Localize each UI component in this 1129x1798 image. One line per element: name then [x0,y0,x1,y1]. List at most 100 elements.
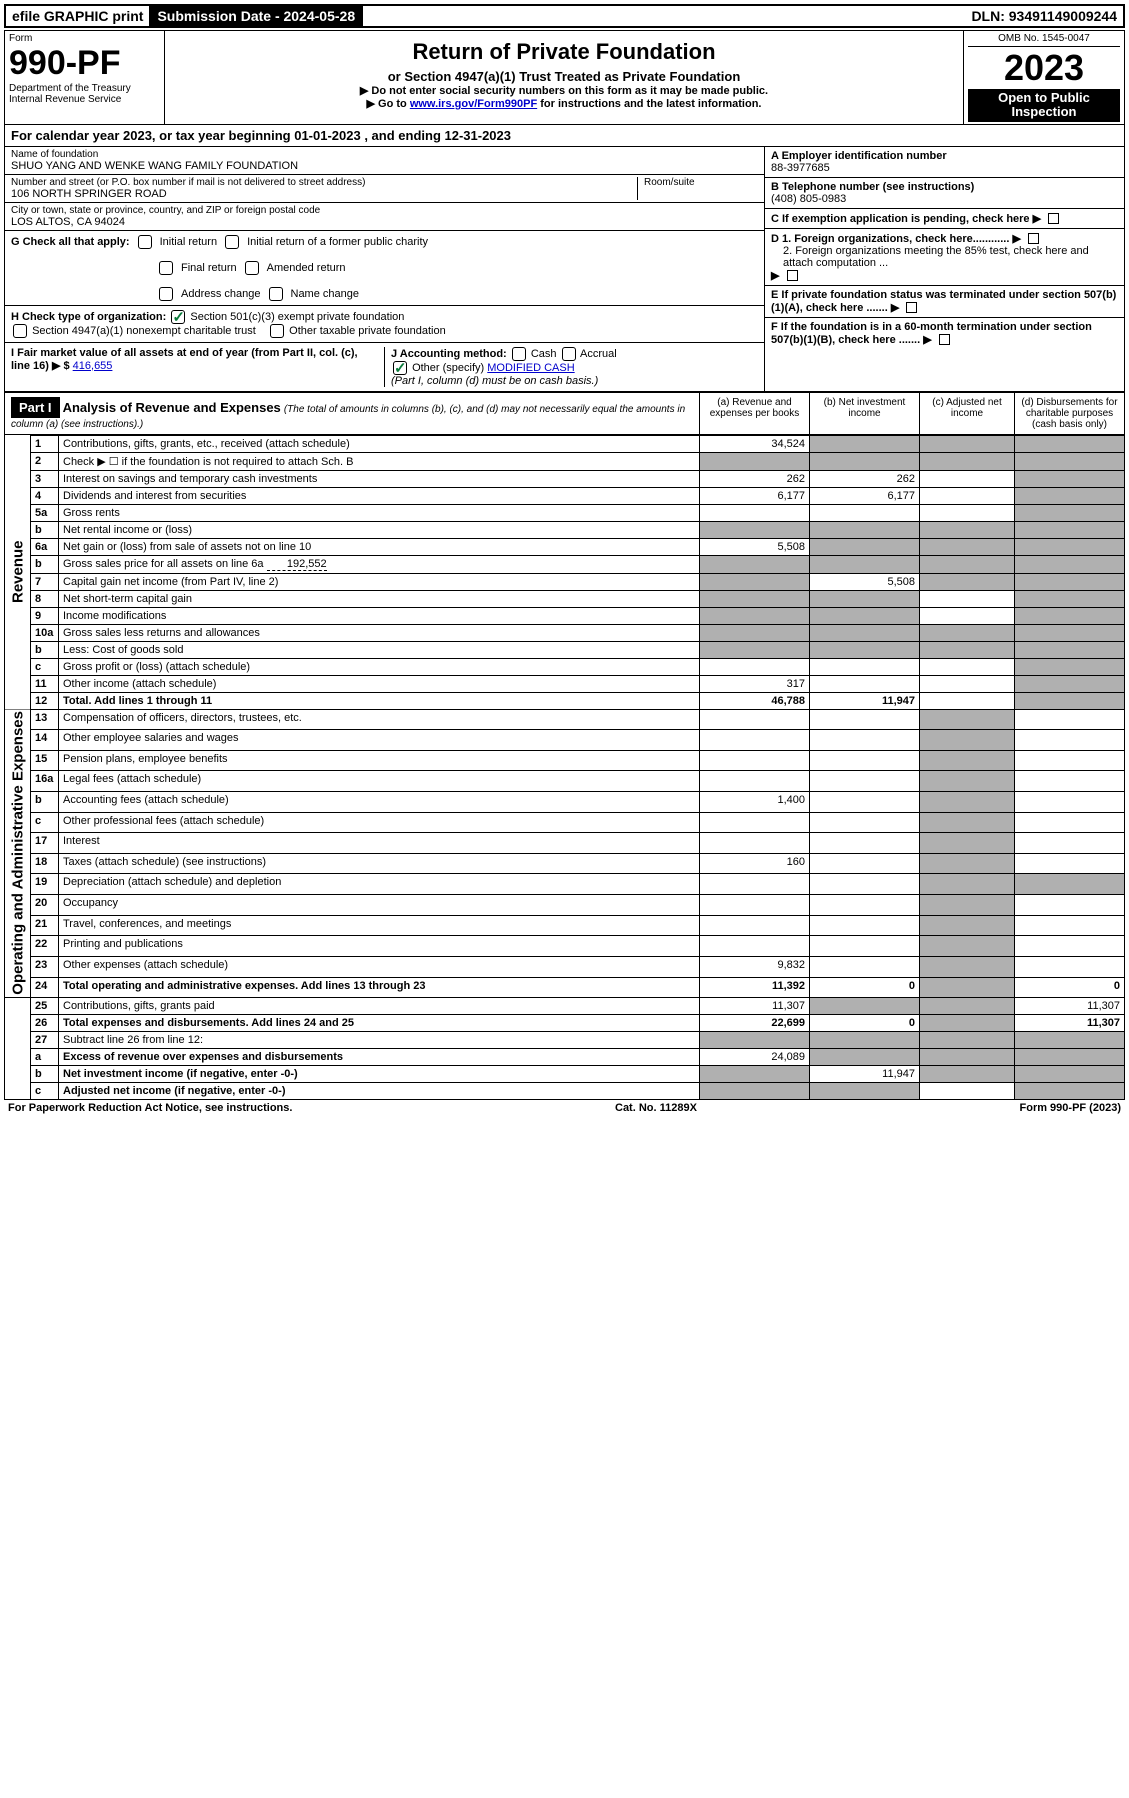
f-checkbox[interactable] [939,334,950,345]
room-label: Room/suite [644,177,758,188]
footer-right: Form 990-PF (2023) [1020,1102,1121,1114]
foundation-name: SHUO YANG AND WENKE WANG FAMILY FOUNDATI… [11,160,758,172]
ein: 88-3977685 [771,162,830,174]
entity-info: Name of foundation SHUO YANG AND WENKE W… [4,147,1125,392]
h-opt1: Section 501(c)(3) exempt private foundat… [190,311,404,323]
final-return-checkbox[interactable] [159,261,173,275]
table-row: 24Total operating and administrative exp… [5,977,1125,998]
col-a-header: (a) Revenue and expenses per books [699,393,809,434]
j-label: J Accounting method: [391,348,507,360]
table-row: 11 Other income (attach schedule) 317 [5,675,1125,692]
table-row: 17Interest [5,833,1125,854]
city-label: City or town, state or province, country… [11,205,758,216]
table-row: 12 Total. Add lines 1 through 11 46,788 … [5,692,1125,709]
j-accrual-checkbox[interactable] [562,347,576,361]
j-note: (Part I, column (d) must be on cash basi… [391,375,598,387]
g-address: Address change [181,288,261,300]
table-row: 10a Gross sales less returns and allowan… [5,624,1125,641]
part1-badge: Part I [11,397,60,418]
table-row: 9 Income modifications [5,607,1125,624]
footer-left: For Paperwork Reduction Act Notice, see … [8,1102,292,1114]
calendar-year-row: For calendar year 2023, or tax year begi… [4,125,1125,147]
h-501c3-checkbox[interactable] [171,310,185,324]
d2-label: 2. Foreign organizations meeting the 85%… [771,245,1118,269]
table-row: Operating and Administrative Expenses 13… [5,709,1125,730]
table-row: bAccounting fees (attach schedule)1,400 [5,792,1125,813]
city-state-zip: LOS ALTOS, CA 94024 [11,216,758,228]
f-label: F If the foundation is in a 60-month ter… [771,321,1092,346]
table-row: 25Contributions, gifts, grants paid11,30… [5,998,1125,1015]
expenses-side-label: Operating and Administrative Expenses [5,709,31,998]
amended-return-checkbox[interactable] [245,261,259,275]
col-b-header: (b) Net investment income [809,393,919,434]
addr-label: Number and street (or P.O. box number if… [11,177,637,188]
part1-table: Revenue 1 Contributions, gifts, grants, … [4,435,1125,1101]
table-row: aExcess of revenue over expenses and dis… [5,1049,1125,1066]
j-other-checkbox[interactable] [393,361,407,375]
table-row: 7 Capital gain net income (from Part IV,… [5,573,1125,590]
name-change-checkbox[interactable] [269,287,283,301]
j-other-value[interactable]: MODIFIED CASH [487,362,574,374]
g-final: Final return [181,262,237,274]
table-row: bNet investment income (if negative, ent… [5,1066,1125,1083]
h-4947-checkbox[interactable] [13,324,27,338]
form-subtitle: or Section 4947(a)(1) Trust Treated as P… [173,69,955,84]
d2-checkbox[interactable] [787,270,798,281]
a-label: A Employer identification number [771,150,947,162]
i-value[interactable]: 416,655 [73,360,113,372]
table-row: 21Travel, conferences, and meetings [5,915,1125,936]
table-row: 2 Check ▶ ☐ if the foundation is not req… [5,452,1125,470]
form-label: Form [9,33,160,44]
page-footer: For Paperwork Reduction Act Notice, see … [4,1100,1125,1116]
street-address: 106 NORTH SPRINGER ROAD [11,188,637,200]
g-amended: Amended return [267,262,346,274]
e-label: E If private foundation status was termi… [771,289,1116,314]
name-label: Name of foundation [11,149,758,160]
table-row: c Gross profit or (loss) (attach schedul… [5,658,1125,675]
address-change-checkbox[interactable] [159,287,173,301]
c-checkbox[interactable] [1048,213,1059,224]
table-row: 15Pension plans, employee benefits [5,750,1125,771]
h-other-checkbox[interactable] [270,324,284,338]
table-row: cAdjusted net income (if negative, enter… [5,1083,1125,1100]
part1-title: Analysis of Revenue and Expenses [63,400,281,415]
j-accrual: Accrual [580,348,617,360]
initial-former-checkbox[interactable] [225,235,239,249]
form-link[interactable]: www.irs.gov/Form990PF [410,98,537,110]
efile-graphic[interactable]: efile GRAPHIC print [6,6,151,26]
h-opt3: Other taxable private foundation [289,325,446,337]
table-row: 26Total expenses and disbursements. Add … [5,1015,1125,1032]
note2-suffix: for instructions and the latest informat… [540,98,761,110]
omb: OMB No. 1545-0047 [968,33,1120,47]
table-row: b Net rental income or (loss) [5,521,1125,538]
j-cash: Cash [531,348,557,360]
table-row: 5a Gross rents [5,504,1125,521]
c-label: C If exemption application is pending, c… [771,213,1030,225]
e-checkbox[interactable] [906,302,917,313]
col-d-header: (d) Disbursements for charitable purpose… [1014,393,1124,434]
g-initial-former: Initial return of a former public charit… [247,236,428,248]
footer-mid: Cat. No. 11289X [615,1102,697,1114]
initial-return-checkbox[interactable] [138,235,152,249]
g-name-change: Name change [291,288,360,300]
table-row: 6a Net gain or (loss) from sale of asset… [5,538,1125,555]
g-initial: Initial return [160,236,217,248]
form-number: 990-PF [9,44,160,83]
h-opt2: Section 4947(a)(1) nonexempt charitable … [32,325,256,337]
table-row: b Less: Cost of goods sold [5,641,1125,658]
form-title: Return of Private Foundation [173,39,955,65]
table-row: 27Subtract line 26 from line 12: [5,1032,1125,1049]
dept: Department of the Treasury [9,83,160,94]
submission-date: Submission Date - 2024-05-28 [151,6,363,26]
table-row: 20Occupancy [5,895,1125,916]
tax-year: 2023 [968,47,1120,89]
d1-checkbox[interactable] [1028,233,1039,244]
i-label: I Fair market value of all assets at end… [11,347,358,372]
h-label: H Check type of organization: [11,311,166,323]
j-other: Other (specify) [412,362,484,374]
j-cash-checkbox[interactable] [512,347,526,361]
table-row: 19Depreciation (attach schedule) and dep… [5,874,1125,895]
g-label: G Check all that apply: [11,236,130,248]
table-row: 16aLegal fees (attach schedule) [5,771,1125,792]
top-bar: efile GRAPHIC print Submission Date - 20… [4,4,1125,28]
